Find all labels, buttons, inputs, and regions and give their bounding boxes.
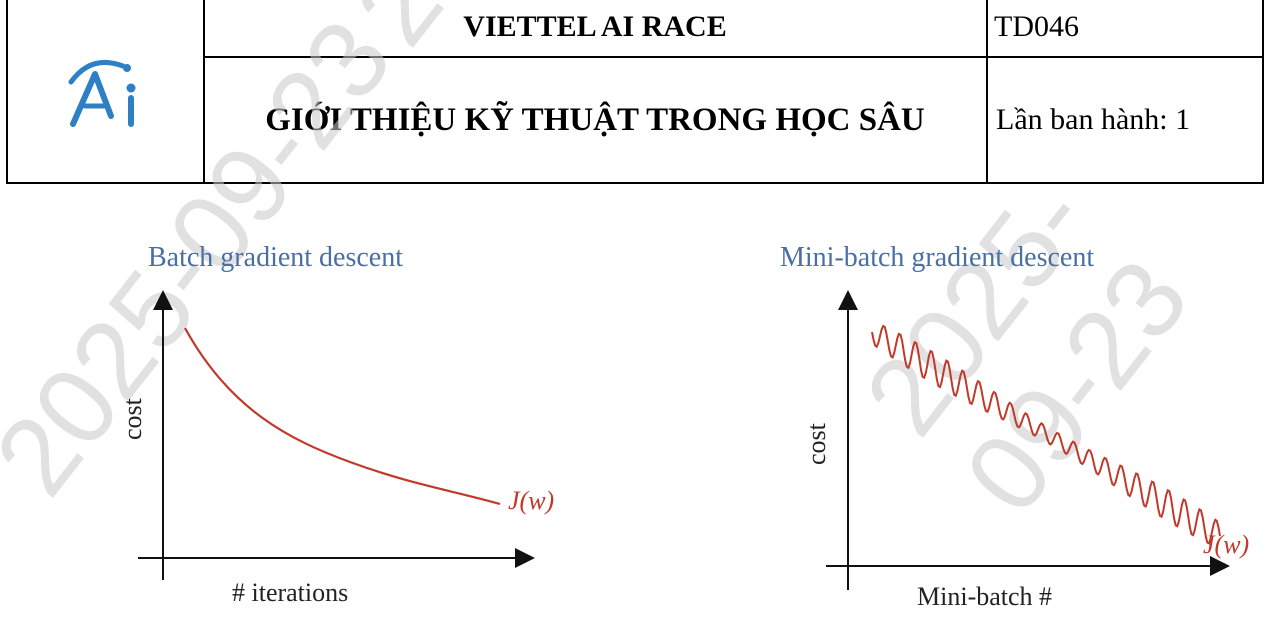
curve-label: J(w): [508, 486, 555, 515]
document-title: VIETTEL AI RACE: [463, 10, 727, 43]
header-divider: [986, 0, 988, 182]
header-divider: [203, 56, 1262, 58]
figure-title: Mini-batch gradient descent: [780, 242, 1095, 273]
x-axis-label: # iterations: [232, 578, 349, 607]
batch-gd-figure: Batch gradient descent cost # iterations…: [118, 240, 554, 620]
y-axis-label: cost: [802, 423, 831, 465]
cost-curve: [184, 327, 501, 506]
x-axis-label: Mini-batch #: [917, 582, 1053, 611]
issue-number: Lần ban hành: 1: [996, 103, 1191, 136]
y-axis-label: cost: [118, 398, 147, 440]
figure-title: Batch gradient descent: [148, 242, 404, 273]
minibatch-gd-figure: Mini-batch gradient descent cost Mini-ba…: [780, 240, 1272, 620]
minibatch-gd-plot: [826, 290, 1230, 590]
document-subtitle: GIỚI THIỆU KỸ THUẬT TRONG HỌC SÂU: [265, 101, 925, 138]
header-divider: [203, 0, 205, 182]
document-header: VIETTEL AI RACE GIỚI THIỆU KỸ THUẬT TRON…: [6, 0, 1264, 184]
cost-curve: [871, 324, 1221, 545]
document-code: TD046: [994, 10, 1079, 43]
logo: [8, 0, 203, 182]
ai-logo-icon: [68, 60, 135, 127]
curve-label: J(w): [1203, 530, 1250, 559]
batch-gd-plot: [138, 290, 535, 580]
